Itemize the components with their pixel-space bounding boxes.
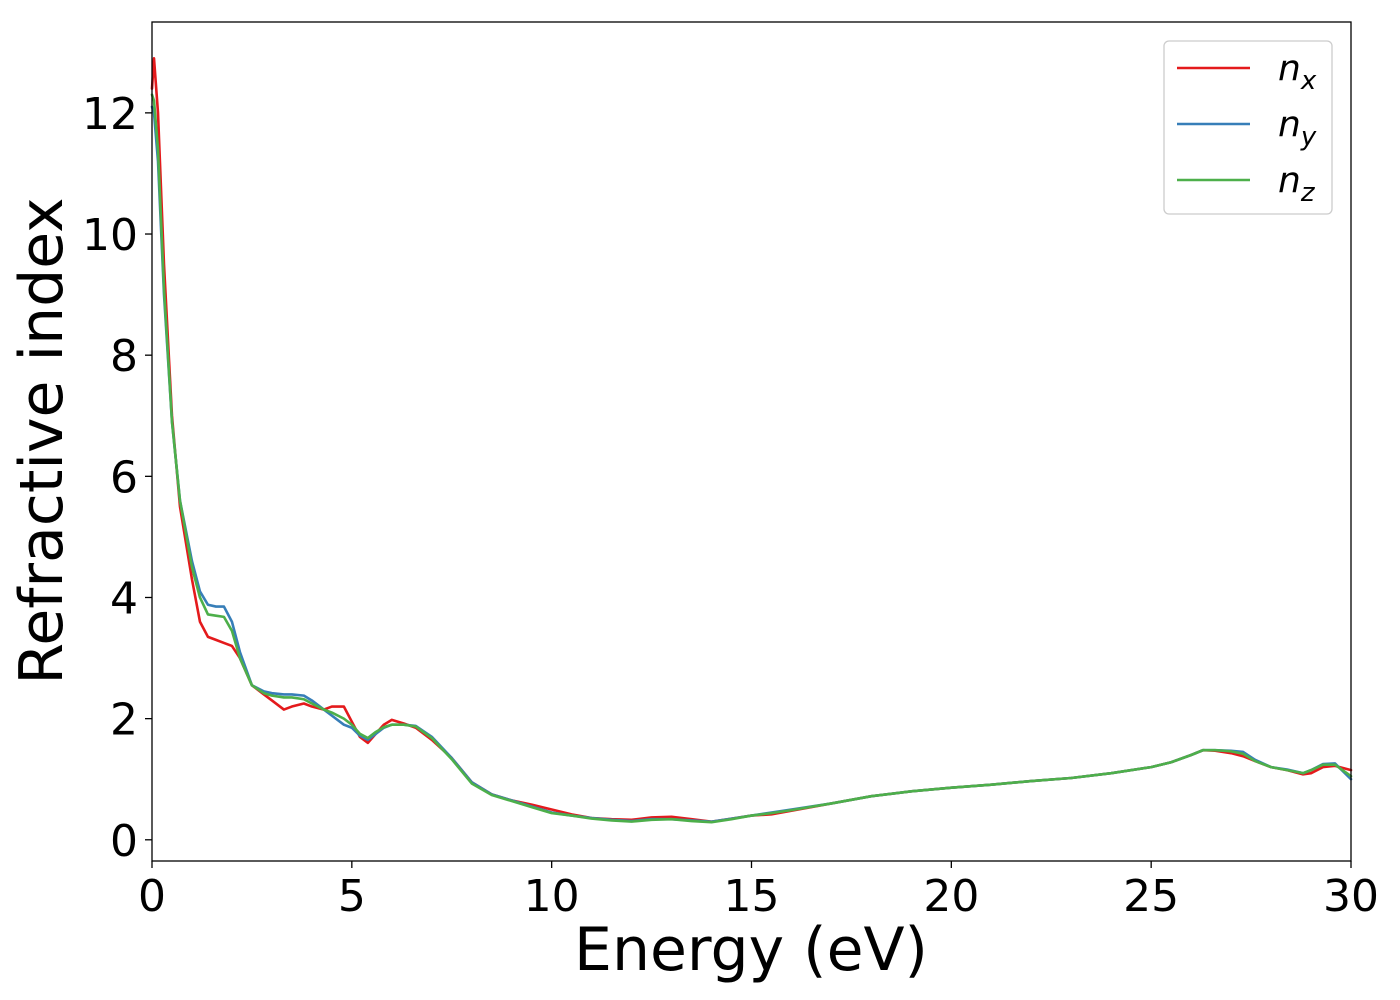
series-line-n-z [150,93,1353,824]
y-tick-label: 4 [110,573,138,624]
legend-box [1163,40,1333,215]
y-tick-label: 0 [110,816,138,867]
y-tick-label: 10 [82,210,138,261]
legend-label-main: n [1278,48,1301,89]
y-tick-label: 12 [82,89,138,140]
x-tick-label: 25 [1123,871,1179,922]
x-tick-label: 30 [1323,871,1379,922]
x-axis-label: Energy (eV) [574,915,928,985]
legend-label-subscript: x [1300,66,1317,96]
x-tick-label: 15 [724,871,780,922]
x-tick-label: 20 [923,871,979,922]
legend-label-subscript: y [1300,122,1317,152]
y-tick-label: 6 [110,452,138,503]
y-tick-label: 8 [110,331,138,382]
x-tick-label: 5 [338,871,366,922]
y-axis-label: Refractive index [7,197,77,684]
x-tick-label: 0 [138,871,166,922]
ticks-layer: 0 5 10 15 20 25 30 0 2 4 6 8 10 12 [82,89,1379,922]
y-tick-label: 2 [110,695,138,746]
legend-label-main: n [1278,104,1301,145]
legend-label-main: n [1278,160,1301,201]
legend-label-n-z: nz [1278,160,1316,208]
legend-label-n-x: nx [1278,48,1317,96]
x-tick-label: 10 [524,871,580,922]
series-layer [150,57,1353,824]
legend-label-n-y: ny [1278,104,1317,152]
legend-label-subscript: z [1300,178,1316,208]
